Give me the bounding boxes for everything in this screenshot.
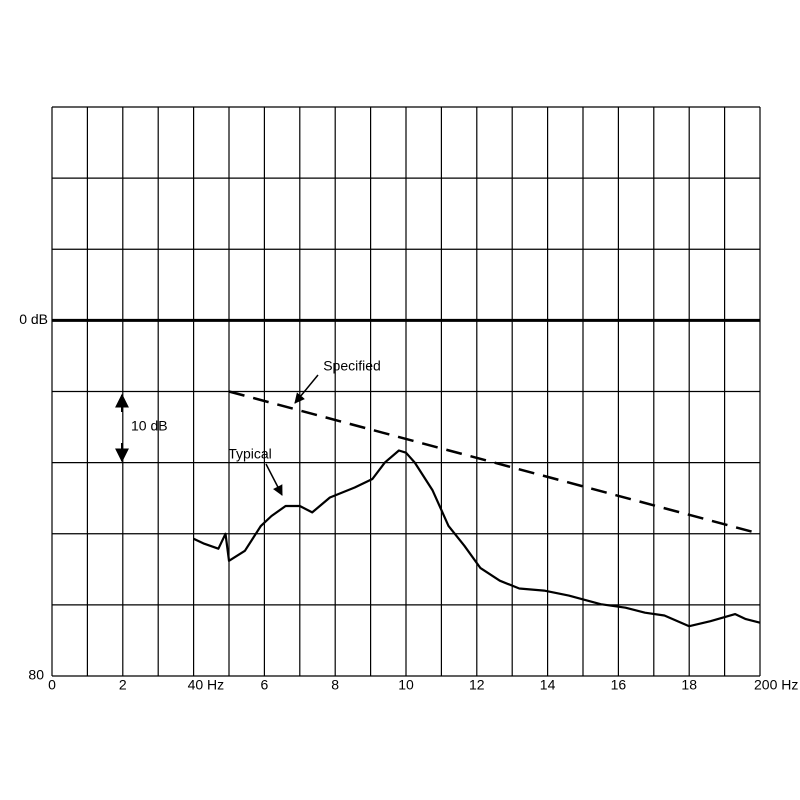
arrow xyxy=(265,463,283,496)
x-tick-label: 16 xyxy=(611,677,627,693)
series-line xyxy=(228,390,761,536)
plot xyxy=(193,390,761,628)
annotation: 10 dB xyxy=(131,418,168,434)
x-tick-label: 0 xyxy=(48,677,56,693)
x-tick-label: 200 Hz xyxy=(754,677,798,693)
x-tick-label: 40 Hz xyxy=(188,677,225,693)
x-tick-label: 14 xyxy=(540,677,556,693)
x-tick-label: 6 xyxy=(261,677,269,693)
annotation: Specified xyxy=(323,358,381,374)
x-tick-label: 2 xyxy=(119,677,127,693)
y-tick-label: 0 dB xyxy=(19,311,48,327)
grid: 0 dB 0 2 40 Hz 6 8 10 12 14 16 18 200 Hz xyxy=(19,106,798,693)
x-tick-label: 8 xyxy=(331,677,339,693)
series-line xyxy=(193,449,761,628)
x-tick-label: 12 xyxy=(469,677,485,693)
axis-label: 80 xyxy=(28,667,44,683)
arrow xyxy=(294,374,319,404)
x-tick-label: 10 xyxy=(398,677,414,693)
x-tick-label: 18 xyxy=(681,677,697,693)
annotation: Typical xyxy=(228,446,272,462)
